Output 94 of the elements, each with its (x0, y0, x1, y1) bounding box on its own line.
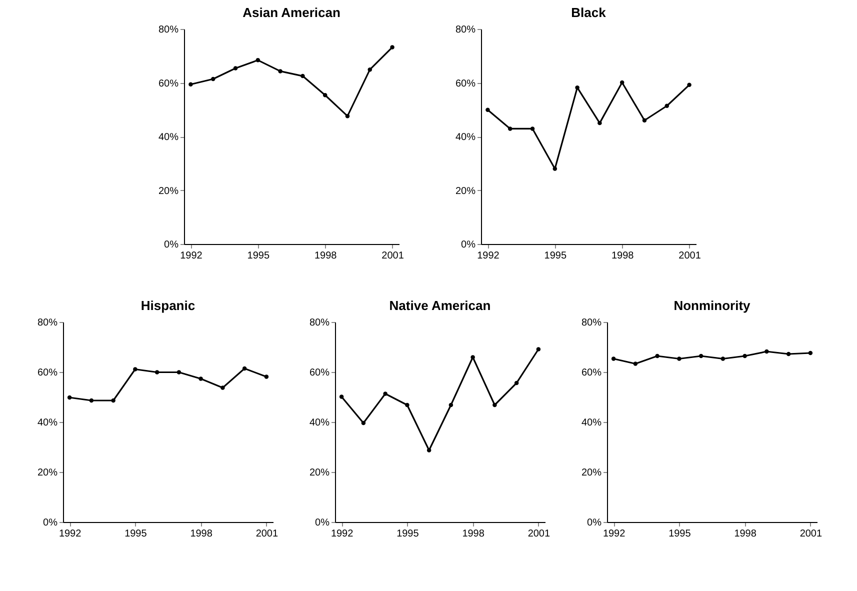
x-tick-label: 1995 (124, 528, 147, 540)
point (552, 166, 557, 171)
y-tick-label: 60% (308, 368, 330, 378)
chart-title: Black (570, 5, 606, 20)
point (720, 356, 725, 361)
chart-title: Asian American (242, 5, 340, 20)
point (610, 356, 616, 361)
point (242, 366, 246, 371)
y-tick-label: 40% (308, 418, 330, 428)
point (808, 350, 812, 356)
y-tick-label: 40% (580, 418, 602, 428)
point (300, 74, 304, 78)
y-tick-label: 60% (580, 368, 602, 378)
point (574, 85, 579, 90)
chart-title: Hispanic (140, 298, 195, 313)
x-tick-label: 1995 (544, 250, 566, 262)
x-tick-label: 1992 (180, 250, 202, 262)
chart-title: Native American (388, 298, 490, 313)
y-tick-label: 20% (308, 468, 330, 478)
point (470, 355, 474, 360)
x-tick-label: 1995 (668, 528, 691, 540)
y-tick-label: 0% (586, 518, 602, 528)
point (198, 376, 202, 381)
point (642, 118, 646, 122)
x-tick-label: 2001 (255, 528, 278, 540)
point (676, 356, 681, 361)
y-tick-label: 60% (454, 78, 476, 90)
point (507, 126, 512, 131)
point (232, 66, 238, 70)
y-tick-label: 20% (580, 468, 602, 478)
point (536, 347, 540, 352)
x-tick-label: 1995 (246, 250, 270, 262)
point (426, 448, 431, 452)
y-tick-label: 40% (454, 132, 476, 143)
y-tick-label: 40% (158, 132, 178, 143)
point (485, 108, 490, 112)
point (492, 402, 496, 408)
point (404, 402, 409, 408)
point (88, 398, 94, 403)
x-tick-label: 2001 (381, 250, 404, 262)
point (597, 120, 602, 126)
x-tick-label: 1992 (602, 528, 626, 540)
x-tick-label: 2001 (678, 250, 701, 262)
point (344, 114, 350, 118)
point (367, 67, 372, 72)
y-tick-label: 60% (158, 78, 178, 90)
point (278, 69, 282, 74)
point (390, 45, 394, 50)
point (514, 380, 518, 386)
x-tick-label: 1998 (734, 528, 756, 540)
x-tick-label: 1995 (396, 528, 419, 540)
y-tick-label: 20% (454, 186, 476, 197)
y-tick-label: 80% (36, 318, 58, 328)
y-tick-label: 20% (158, 186, 178, 197)
point (654, 354, 659, 358)
y-tick-label: 80% (308, 318, 330, 328)
point (632, 362, 638, 366)
point (686, 82, 691, 88)
point (220, 386, 224, 390)
point (132, 367, 137, 372)
point (764, 349, 768, 354)
chart-title: Nonminority (673, 298, 751, 313)
x-tick-label: 1992 (58, 528, 82, 540)
x-tick-label: 1998 (314, 250, 337, 262)
y-tick-label: 40% (36, 418, 58, 428)
point (360, 420, 366, 426)
point (664, 104, 669, 108)
y-tick-label: 80% (158, 24, 178, 36)
point (742, 354, 746, 358)
point (176, 370, 181, 374)
y-tick-label: 60% (36, 368, 58, 378)
point (338, 394, 344, 399)
point (188, 82, 192, 86)
x-tick-label: 1998 (610, 250, 634, 262)
x-tick-label: 2001 (527, 528, 550, 540)
y-tick-label: 0% (314, 518, 330, 528)
point (255, 58, 260, 62)
y-tick-label: 0% (460, 240, 476, 250)
y-tick-label: 80% (454, 24, 476, 36)
point (448, 402, 453, 408)
y-tick-label: 0% (164, 240, 178, 250)
x-tick-label: 1992 (476, 250, 500, 262)
point (110, 398, 115, 403)
y-tick-label: 20% (36, 468, 58, 478)
y-tick-label: 80% (580, 318, 602, 328)
x-tick-label: 2001 (799, 528, 822, 540)
y-tick-label: 0% (42, 518, 58, 528)
x-tick-label: 1998 (462, 528, 484, 540)
x-tick-label: 1998 (190, 528, 212, 540)
point (382, 392, 387, 396)
point (66, 395, 72, 400)
point (264, 374, 268, 379)
point (322, 92, 327, 98)
x-tick-label: 1992 (330, 528, 354, 540)
